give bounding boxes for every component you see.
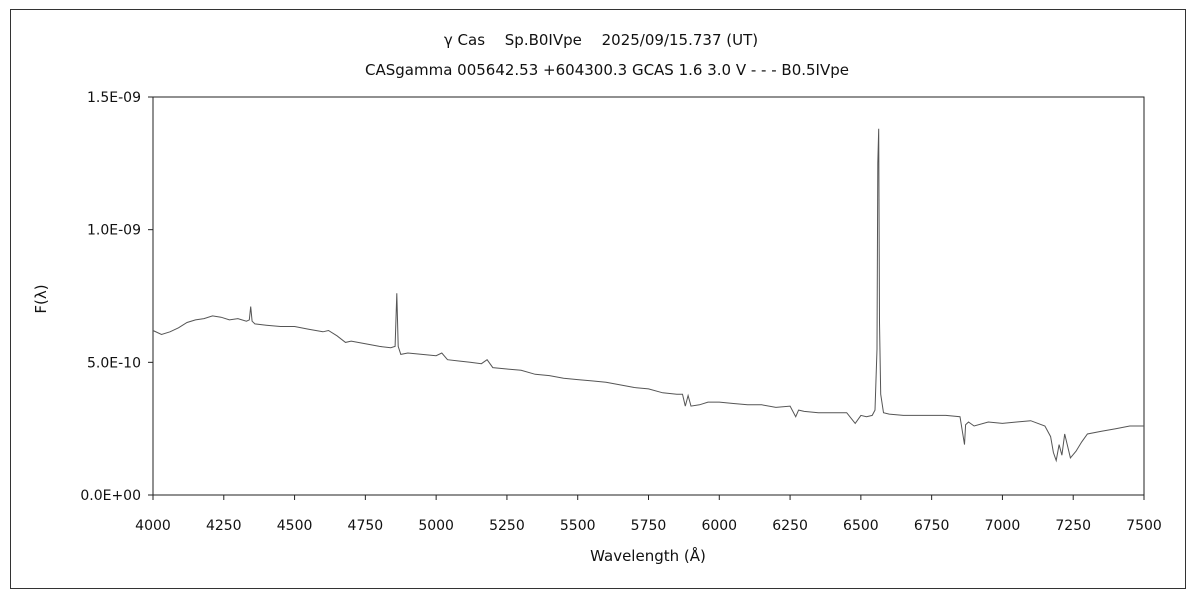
- x-tick-label: 5250: [489, 518, 525, 534]
- x-tick-label: 6250: [772, 518, 808, 534]
- y-axis-label: F(λ): [32, 284, 50, 313]
- x-tick-label: 4000: [135, 518, 171, 534]
- x-tick-label: 4750: [348, 518, 384, 534]
- x-tick-label: 6000: [701, 518, 737, 534]
- x-axis-label: Wavelength (Å): [590, 546, 706, 565]
- plot-area: [152, 96, 1145, 496]
- y-tick-label: 0.0E+00: [80, 488, 141, 504]
- y-axis: 0.0E+00 5.0E-10 1.0E-09 1.5E-09: [80, 90, 153, 504]
- chart-subtitle: CASgamma 005642.53 +604300.3 GCAS 1.6 3.…: [365, 61, 849, 79]
- x-tick-label: 7500: [1126, 518, 1162, 534]
- chart-frame: [10, 9, 1186, 589]
- x-axis: 4000 4250 4500 4750 5000 5250 5500 5750 6000 6250…: [135, 495, 1162, 534]
- y-tick-label: 1.5E-09: [87, 90, 141, 106]
- x-tick-label: 7250: [1055, 518, 1091, 534]
- y-tick-label: 5.0E-10: [87, 355, 141, 371]
- x-tick-label: 6500: [843, 518, 879, 534]
- chart-title: γ Cas Sp.B0IVpe 2025/09/15.737 (UT): [444, 31, 758, 49]
- x-tick-label: 4250: [206, 518, 242, 534]
- spectrum-line: [152, 128, 1144, 463]
- y-tick-label: 1.0E-09: [87, 223, 141, 239]
- x-tick-label: 6750: [914, 518, 950, 534]
- x-tick-label: 5000: [418, 518, 454, 534]
- x-tick-label: 7000: [985, 518, 1021, 534]
- x-tick-label: 5500: [560, 518, 596, 534]
- x-tick-label: 5750: [631, 518, 667, 534]
- x-tick-label: 4500: [277, 518, 313, 534]
